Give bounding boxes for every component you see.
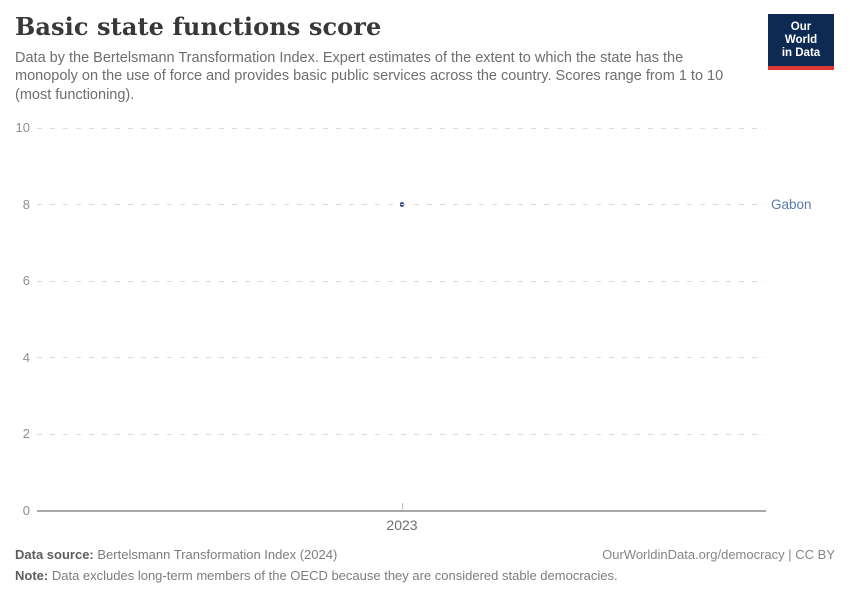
x-axis-tick-label: 2023 bbox=[386, 516, 418, 533]
entity-label-gabon[interactable]: Gabon bbox=[771, 196, 812, 212]
chart-note: Note: Data excludes long-term members of… bbox=[15, 567, 835, 584]
owid-logo[interactable]: Our World in Data bbox=[768, 14, 834, 70]
y-axis-tick-label: 10 bbox=[15, 120, 30, 135]
y-axis-tick-label: 6 bbox=[22, 273, 30, 288]
y-axis-tick-label: 2 bbox=[22, 426, 30, 441]
y-gridline bbox=[37, 357, 766, 358]
owid-logo-line1: Our World bbox=[784, 21, 818, 46]
x-axis-tick-mark bbox=[401, 503, 403, 510]
y-gridline bbox=[37, 433, 766, 435]
chart-footer: Data source: Bertelsmann Transformation … bbox=[15, 546, 835, 563]
chart-header: Basic state functions score Data by the … bbox=[15, 12, 835, 104]
chart-subtitle-line: monopoly on the use of force and provide… bbox=[15, 68, 724, 85]
data-source-label: Data source: bbox=[15, 547, 94, 562]
y-axis-tick-label: 0 bbox=[22, 502, 30, 518]
note-text: Data excludes long-term members of the O… bbox=[51, 568, 618, 583]
y-axis-tick-label: 8 bbox=[22, 196, 30, 212]
data-source-line: Data source: Bertelsmann Transformation … bbox=[15, 546, 337, 563]
owid-logo-line2: in Data bbox=[781, 47, 821, 59]
y-gridline bbox=[37, 204, 766, 205]
chart-subtitle-line: (most functioning). bbox=[15, 86, 135, 103]
y-gridline bbox=[37, 127, 766, 129]
chart-subtitle-line: Data by the Bertelsmann Transformation I… bbox=[15, 50, 684, 66]
y-axis-tick-label: 4 bbox=[22, 349, 30, 365]
chart-title: Basic state functions score bbox=[15, 12, 382, 41]
data-source-text: Bertelsmann Transformation Index (2024) bbox=[97, 547, 338, 562]
chart-subtitle: Data by the Bertelsmann Transformation I… bbox=[15, 49, 835, 104]
note-label: Note: bbox=[15, 568, 49, 583]
y-gridline bbox=[37, 280, 766, 282]
x-axis-baseline bbox=[37, 510, 766, 512]
owid-url-link[interactable]: OurWorldinData.org/democracy | CC BY bbox=[602, 547, 835, 562]
